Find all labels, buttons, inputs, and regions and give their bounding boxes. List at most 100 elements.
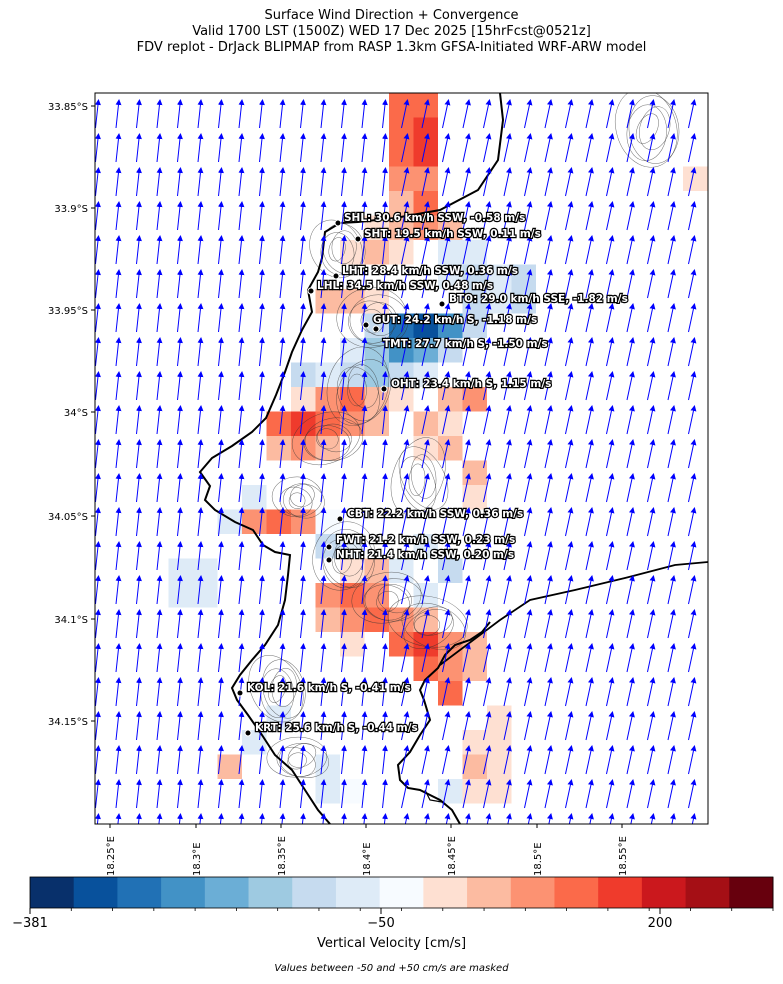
wind-arrow (667, 745, 676, 775)
terrain-contour (328, 237, 346, 262)
wind-arrow (585, 167, 594, 197)
velocity-cell (462, 240, 487, 265)
velocity-cell (438, 411, 463, 436)
wind-arrow (442, 201, 451, 231)
wind-arrow (95, 779, 101, 809)
terrain-contour (336, 359, 391, 425)
wind-arrow (565, 99, 574, 129)
wind-arrow (279, 745, 286, 775)
wind-arrow (156, 201, 163, 231)
velocity-cell (315, 779, 340, 804)
wind-arrow (608, 813, 615, 824)
wind-arrow (462, 575, 471, 605)
wind-arrow (647, 167, 656, 197)
wind-arrow (647, 235, 656, 265)
wind-arrow (156, 813, 163, 824)
wind-arrow (565, 269, 574, 299)
wind-arrow (135, 677, 142, 707)
wind-arrow (176, 745, 183, 775)
wind-arrow (217, 609, 224, 639)
wind-arrow (565, 235, 574, 265)
wind-arrow (442, 745, 451, 775)
wind-arrow (401, 541, 410, 571)
wind-arrow (299, 507, 306, 537)
wind-arrow (361, 711, 368, 741)
wind-arrow (381, 133, 388, 163)
terrain-contour (376, 590, 399, 612)
wind-arrow (299, 371, 306, 401)
wind-arrow (524, 779, 533, 809)
wind-arrow (647, 609, 656, 639)
wind-arrow (340, 405, 347, 435)
terrain-contour (336, 287, 407, 348)
wind-arrow (95, 337, 101, 367)
wind-arrow (626, 473, 635, 503)
wind-arrow (667, 473, 676, 503)
wind-arrow (156, 405, 163, 435)
wind-arrow (688, 609, 697, 639)
wind-arrow (320, 609, 327, 639)
terrain-contour (349, 294, 409, 347)
wind-arrow (462, 133, 471, 163)
wind-arrow (156, 677, 163, 707)
wind-arrow (606, 745, 615, 775)
wind-arrow (299, 779, 306, 809)
wind-arrow (361, 371, 368, 401)
wind-arrow (524, 201, 533, 231)
velocity-cell (511, 264, 536, 289)
terrain-contour (288, 492, 306, 509)
wind-arrow (483, 133, 492, 163)
velocity-cell (315, 289, 340, 314)
wind-arrow (299, 405, 306, 435)
wind-arrow (544, 269, 553, 299)
wind-arrow (135, 779, 142, 809)
wind-arrow (176, 711, 183, 741)
wind-arrow (176, 779, 183, 809)
wind-arrow (647, 337, 656, 367)
wind-arrow (462, 269, 471, 299)
wind-arrow (95, 201, 101, 231)
wind-arrow (647, 371, 656, 401)
wind-arrow (626, 609, 635, 639)
wind-arrow (462, 167, 471, 197)
wind-arrow (176, 643, 183, 673)
wind-arrow (238, 133, 245, 163)
wind-arrow (258, 643, 265, 673)
wind-arrow (299, 439, 306, 469)
wind-arrow (135, 405, 142, 435)
station-label: TMT: 27.7 km/h S, -1.50 m/s (383, 338, 548, 350)
wind-arrow (340, 99, 347, 129)
wind-arrow (95, 711, 101, 741)
velocity-cell (291, 411, 316, 436)
wind-arrow (442, 99, 451, 129)
station-label: SHT: 19.5 km/h SSW, 0.11 m/s (364, 228, 541, 240)
wind-arrow (95, 575, 101, 605)
wind-arrow (197, 745, 204, 775)
wind-arrow (381, 575, 388, 605)
terrain-contour (408, 463, 426, 497)
colorbar-swatch (292, 877, 337, 908)
wind-arrow (401, 711, 410, 741)
velocity-cell (364, 240, 389, 265)
wind-arrow (299, 677, 306, 707)
wind-arrow (585, 473, 594, 503)
small-inlet (424, 789, 443, 803)
wind-arrow (156, 371, 163, 401)
wind-arrow (585, 405, 594, 435)
wind-arrow (565, 133, 574, 163)
wind-arrow (217, 507, 224, 537)
wind-arrow (626, 235, 635, 265)
wind-arrow (565, 711, 574, 741)
colorbar-tick-label: −50 (367, 916, 395, 931)
wind-arrow (667, 439, 676, 469)
wind-arrow (442, 303, 451, 333)
wind-arrow (299, 167, 306, 197)
wind-arrow (176, 609, 183, 639)
wind-arrow (688, 541, 697, 571)
wind-arrow (667, 99, 676, 129)
lon-tick-label: 18.45°E (447, 836, 458, 876)
wind-arrow (483, 609, 492, 639)
colorbar-label: Vertical Velocity [cm/s] (316, 936, 467, 951)
wind-arrow (258, 745, 265, 775)
wind-arrow (401, 303, 410, 333)
